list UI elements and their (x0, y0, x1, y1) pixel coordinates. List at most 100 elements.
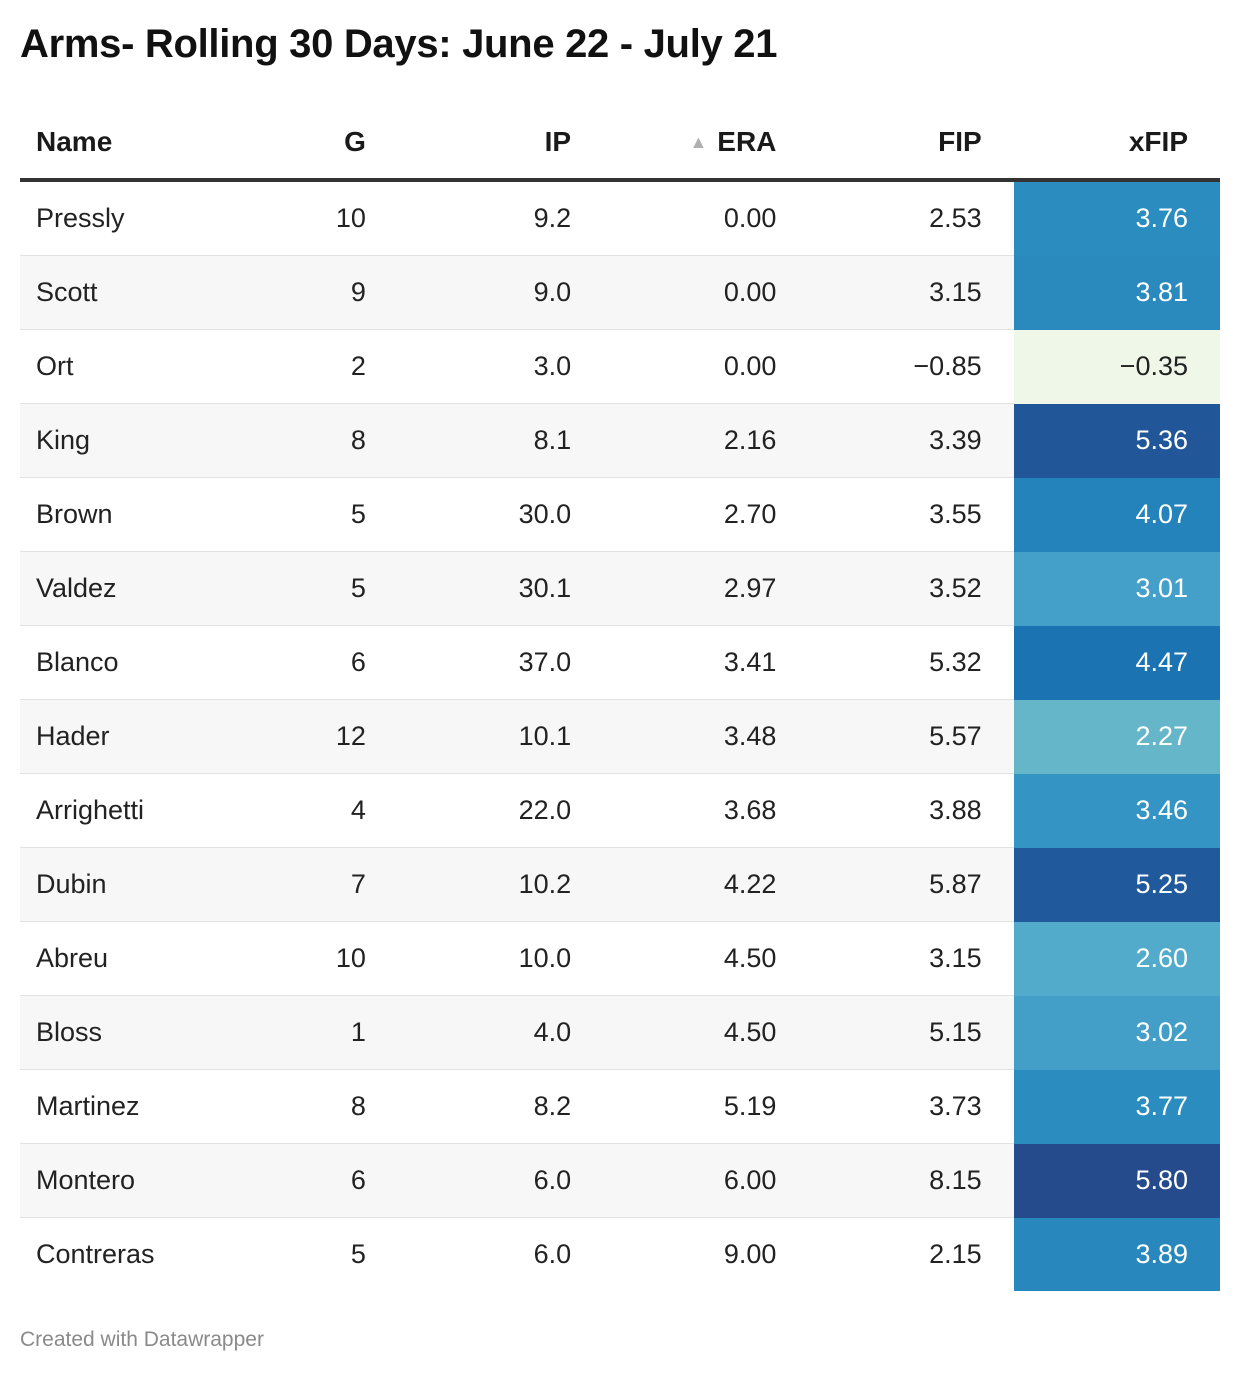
fip-cell: 3.55 (808, 477, 1014, 552)
g-cell: 5 (193, 1217, 398, 1291)
fip-cell: 5.87 (808, 847, 1014, 922)
column-header-g[interactable]: G (193, 106, 398, 182)
attribution-footer[interactable]: Created with Datawrapper (20, 1328, 264, 1351)
fip-cell: 3.15 (808, 921, 1014, 996)
era-cell: 4.22 (603, 847, 809, 922)
fip-cell: 3.15 (808, 255, 1014, 330)
g-cell: 1 (193, 995, 398, 1070)
table-row: Blanco 6 37.0 3.41 5.32 4.47 (20, 625, 1220, 700)
name-cell: Contreras (20, 1217, 194, 1291)
era-cell: 6.00 (603, 1143, 809, 1218)
era-cell: 3.68 (603, 773, 809, 848)
ip-cell: 9.2 (397, 180, 604, 256)
ip-cell: 37.0 (397, 625, 604, 700)
table-row: Bloss 1 4.0 4.50 5.15 3.02 (20, 995, 1220, 1070)
fip-cell: 3.39 (808, 403, 1014, 478)
table-row: Contreras 5 6.0 9.00 2.15 3.89 (20, 1217, 1220, 1291)
ip-cell: 10.2 (397, 847, 604, 922)
column-header-fip[interactable]: FIP (808, 106, 1014, 182)
table-row: Brown 5 30.0 2.70 3.55 4.07 (20, 477, 1220, 552)
era-cell: 0.00 (603, 255, 809, 330)
xfip-cell: 2.27 (1013, 699, 1220, 774)
era-cell: 9.00 (603, 1217, 809, 1291)
ip-cell: 10.0 (397, 921, 604, 996)
xfip-cell: 2.60 (1013, 921, 1220, 996)
xfip-cell: 4.47 (1013, 625, 1220, 700)
table-row: Martinez 8 8.2 5.19 3.73 3.77 (20, 1069, 1220, 1144)
table-row: Pressly 10 9.2 0.00 2.53 3.76 (20, 180, 1220, 256)
g-cell: 10 (193, 180, 398, 256)
ip-cell: 3.0 (397, 329, 604, 404)
fip-cell: −0.85 (808, 329, 1014, 404)
era-cell: 4.50 (603, 921, 809, 996)
chart-title: Arms- Rolling 30 Days: June 22 - July 21 (20, 22, 778, 66)
ip-cell: 4.0 (397, 995, 604, 1070)
ip-cell: 8.2 (397, 1069, 604, 1144)
column-header-era[interactable]: ▲ ERA (603, 106, 809, 182)
ip-cell: 10.1 (397, 699, 604, 774)
table-row: Scott 9 9.0 0.00 3.15 3.81 (20, 255, 1220, 330)
era-cell: 2.97 (603, 551, 809, 626)
ip-cell: 9.0 (397, 255, 604, 330)
name-cell: Pressly (20, 180, 194, 256)
xfip-cell: 5.25 (1013, 847, 1220, 922)
xfip-cell: 3.77 (1013, 1069, 1220, 1144)
table-row: Montero 6 6.0 6.00 8.15 5.80 (20, 1143, 1220, 1218)
table-row: Hader 12 10.1 3.48 5.57 2.27 (20, 699, 1220, 774)
fip-cell: 2.15 (808, 1217, 1014, 1291)
ip-cell: 22.0 (397, 773, 604, 848)
xfip-cell: 3.76 (1013, 180, 1220, 256)
xfip-cell: 3.02 (1013, 995, 1220, 1070)
ip-cell: 30.1 (397, 551, 604, 626)
name-cell: Valdez (20, 551, 194, 626)
table-row: Arrighetti 4 22.0 3.68 3.88 3.46 (20, 773, 1220, 848)
fip-cell: 5.32 (808, 625, 1014, 700)
column-header-era-label: ERA (717, 126, 777, 157)
xfip-cell: 5.36 (1013, 403, 1220, 478)
fip-cell: 3.88 (808, 773, 1014, 848)
name-cell: Brown (20, 477, 194, 552)
name-cell: King (20, 403, 194, 478)
data-table-container: Name G IP ▲ ERA FIP xFIP Pressly 10 9.2 0.00… (20, 106, 1220, 1291)
column-header-ip[interactable]: IP (397, 106, 604, 182)
name-cell: Arrighetti (20, 773, 194, 848)
column-header-name[interactable]: Name (20, 106, 194, 182)
era-cell: 3.48 (603, 699, 809, 774)
g-cell: 2 (193, 329, 398, 404)
column-header-xfip[interactable]: xFIP (1013, 106, 1220, 182)
table-row: Dubin 7 10.2 4.22 5.87 5.25 (20, 847, 1220, 922)
ip-cell: 6.0 (397, 1143, 604, 1218)
fip-cell: 5.15 (808, 995, 1014, 1070)
table-body: Pressly 10 9.2 0.00 2.53 3.76 Scott 9 9.0 0.00 3.1… (20, 180, 1220, 1291)
xfip-cell: −0.35 (1013, 329, 1220, 404)
name-cell: Hader (20, 699, 194, 774)
xfip-cell: 3.81 (1013, 255, 1220, 330)
g-cell: 6 (193, 1143, 398, 1218)
era-cell: 2.16 (603, 403, 809, 478)
xfip-cell: 3.01 (1013, 551, 1220, 626)
data-table: Name G IP ▲ ERA FIP xFIP Pressly 10 9.2 0.00… (20, 106, 1220, 1291)
g-cell: 5 (193, 477, 398, 552)
g-cell: 8 (193, 403, 398, 478)
name-cell: Bloss (20, 995, 194, 1070)
xfip-cell: 3.89 (1013, 1217, 1220, 1291)
name-cell: Scott (20, 255, 194, 330)
name-cell: Ort (20, 329, 194, 404)
name-cell: Blanco (20, 625, 194, 700)
g-cell: 10 (193, 921, 398, 996)
table-row: Valdez 5 30.1 2.97 3.52 3.01 (20, 551, 1220, 626)
fip-cell: 2.53 (808, 180, 1014, 256)
g-cell: 9 (193, 255, 398, 330)
xfip-cell: 5.80 (1013, 1143, 1220, 1218)
name-cell: Abreu (20, 921, 194, 996)
fip-cell: 8.15 (808, 1143, 1014, 1218)
name-cell: Martinez (20, 1069, 194, 1144)
fip-cell: 3.52 (808, 551, 1014, 626)
era-cell: 3.41 (603, 625, 809, 700)
table-row: Ort 2 3.0 0.00 −0.85 −0.35 (20, 329, 1220, 404)
name-cell: Montero (20, 1143, 194, 1218)
era-cell: 5.19 (603, 1069, 809, 1144)
xfip-cell: 4.07 (1013, 477, 1220, 552)
ip-cell: 6.0 (397, 1217, 604, 1291)
ip-cell: 30.0 (397, 477, 604, 552)
